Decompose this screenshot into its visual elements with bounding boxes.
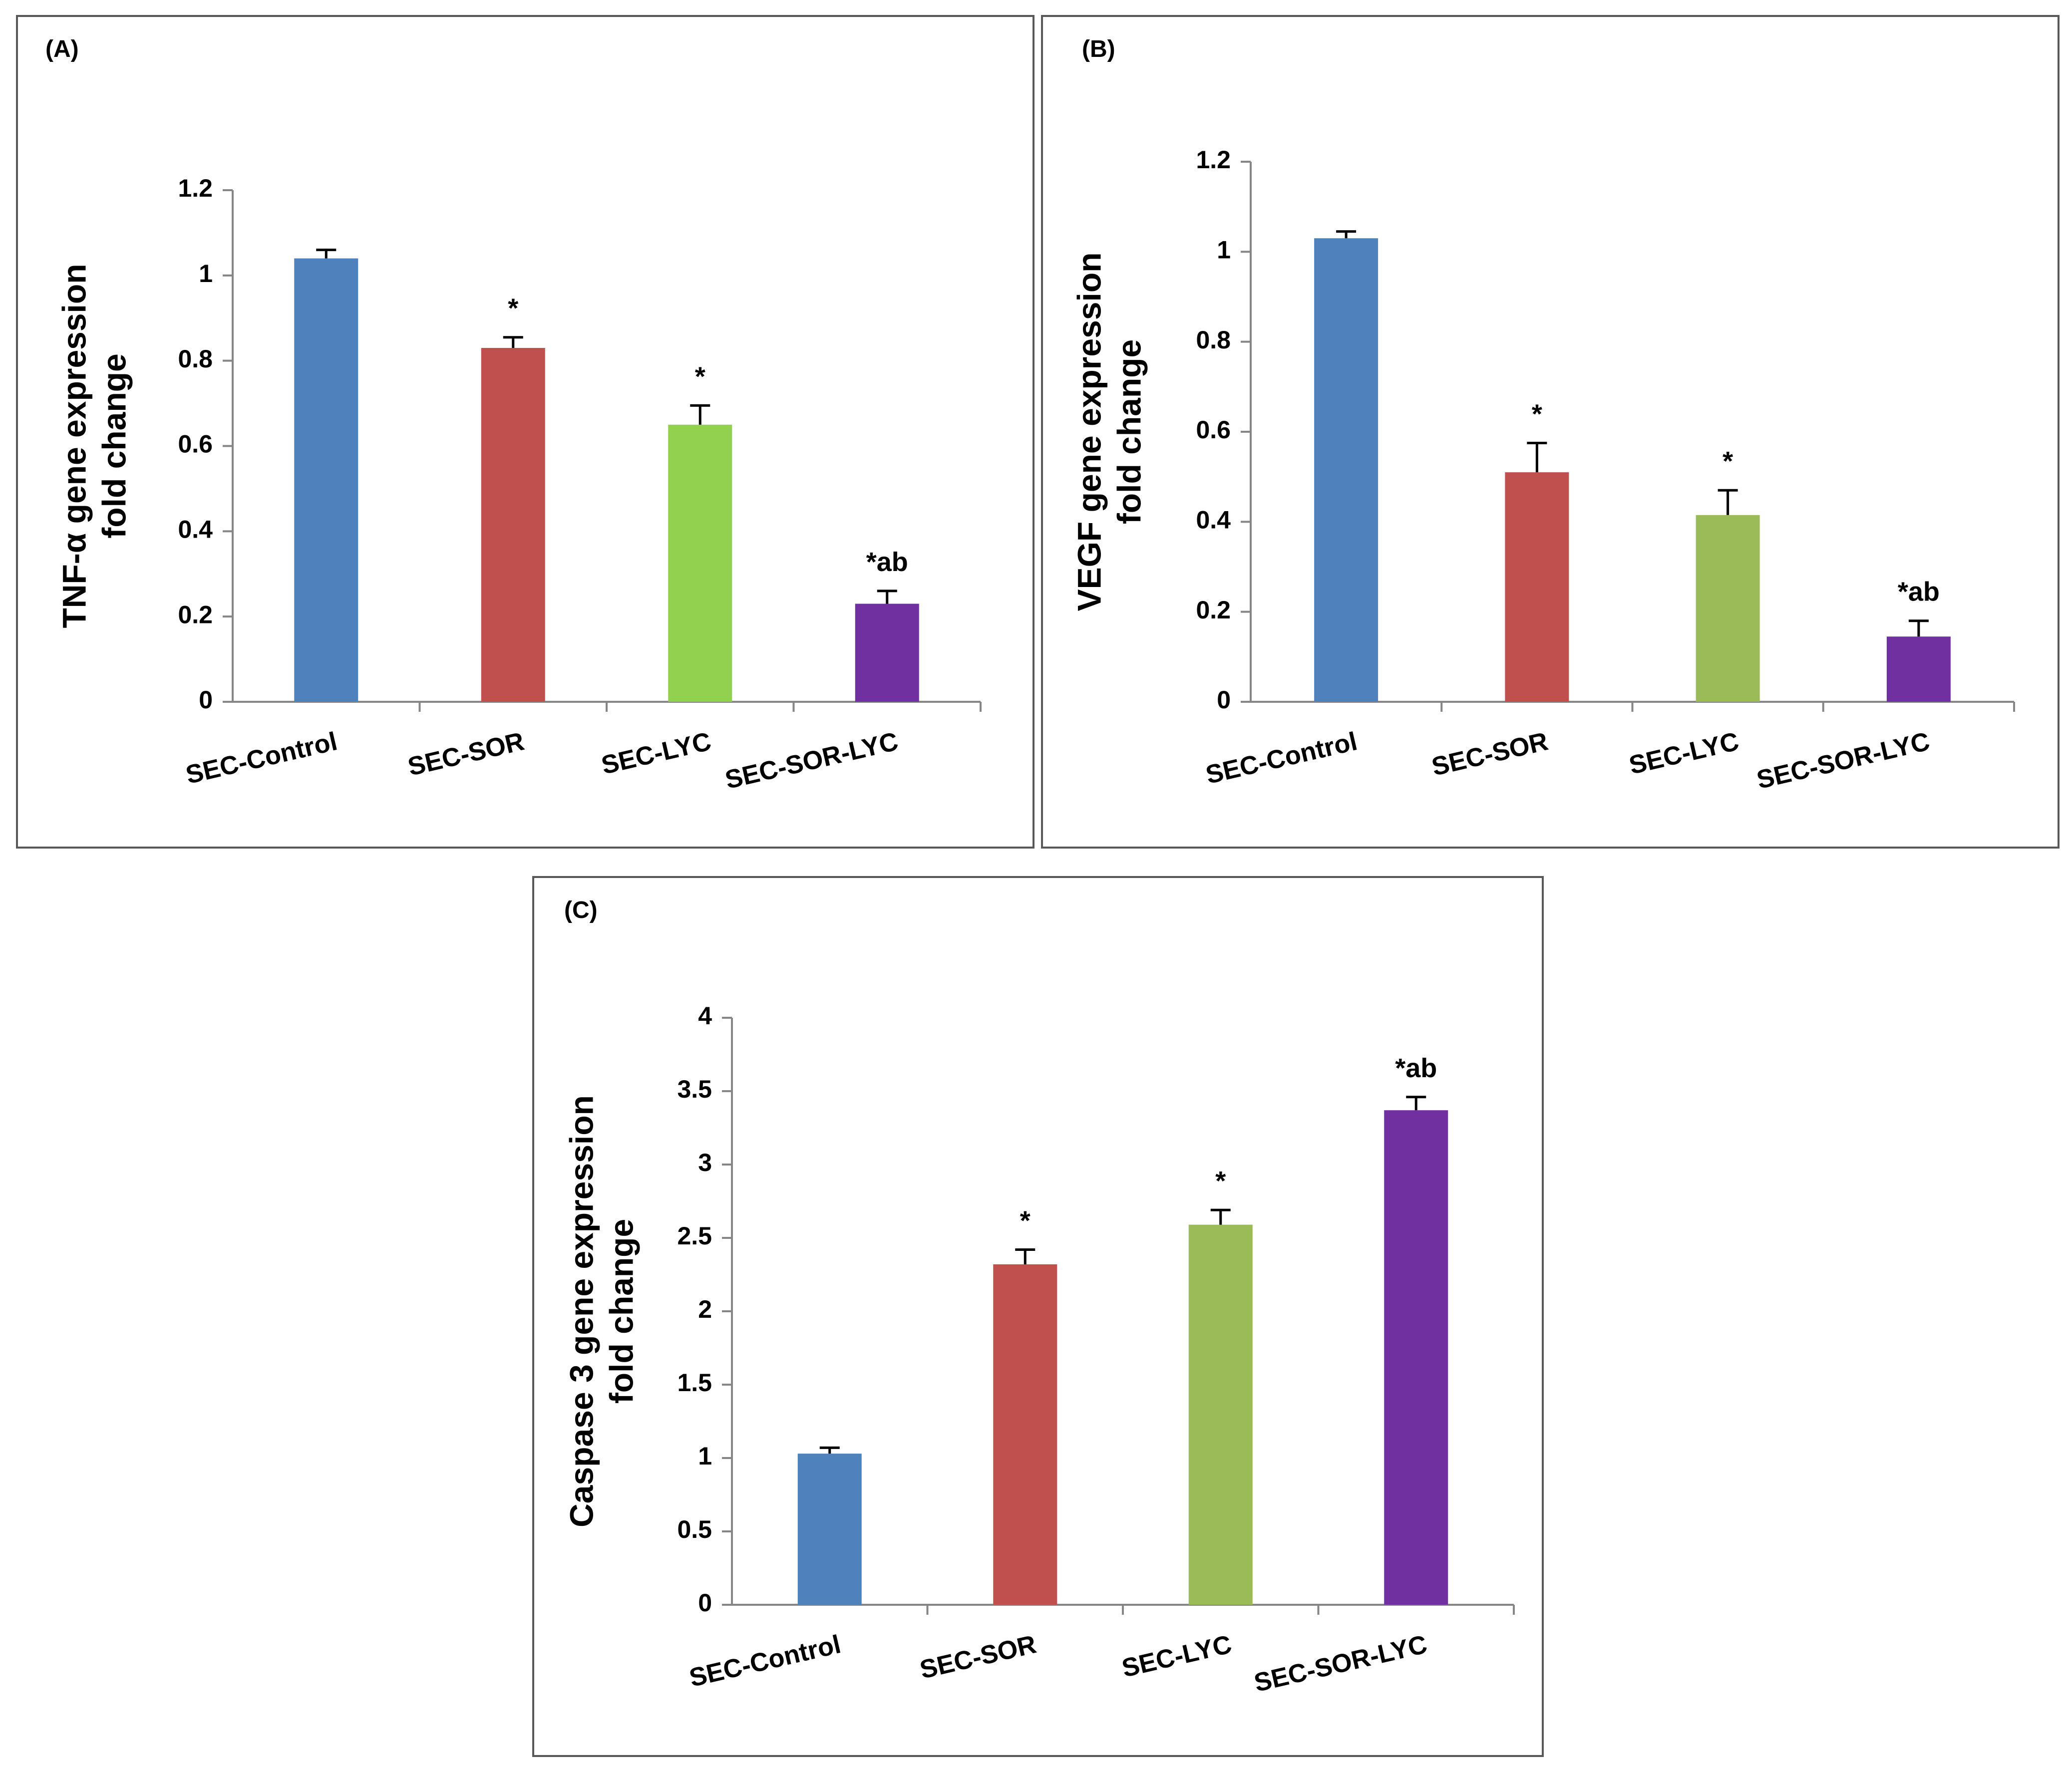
y-tick-label: 1 bbox=[698, 1442, 712, 1470]
chart-a: (A) TNF-α gene expression fold change 0 0.2 0… bbox=[45, 36, 982, 795]
bar bbox=[1384, 1110, 1448, 1605]
y-tick-label: 0.2 bbox=[1196, 596, 1231, 624]
y-tick-label: 2 bbox=[698, 1295, 712, 1323]
y-axis-label: VEGF gene expression bbox=[1070, 253, 1107, 611]
significance-annotation: * bbox=[1215, 1166, 1226, 1196]
x-category-label: SEC-LYC bbox=[1627, 727, 1742, 780]
significance-annotation: *ab bbox=[866, 547, 908, 577]
significance-annotation: * bbox=[1532, 399, 1542, 429]
y-tick-label: 0.6 bbox=[178, 430, 213, 458]
y-tick-label: 2.5 bbox=[677, 1222, 712, 1250]
y-tick-label: 1 bbox=[1217, 236, 1231, 264]
chart-panel-a: (A) TNF-α gene expression fold change 0 0.2 0… bbox=[16, 15, 1035, 849]
y-axis-label: Caspase 3 gene expression bbox=[563, 1095, 600, 1527]
x-category-label: SEC-LYC bbox=[599, 727, 714, 780]
y-axis-label: fold change bbox=[603, 1219, 640, 1404]
x-category-label: SEC-Control bbox=[183, 727, 340, 790]
y-axis-label: fold change bbox=[1110, 339, 1147, 524]
bar bbox=[1188, 1224, 1253, 1605]
panel-label: (C) bbox=[564, 897, 598, 923]
bar bbox=[294, 258, 358, 702]
bar bbox=[855, 603, 919, 702]
x-category-label: SEC-SOR bbox=[917, 1630, 1039, 1685]
x-category-label: SEC-Control bbox=[687, 1630, 843, 1693]
chart-panel-b: (B) VEGF gene expression fold change 0 0.2 0.… bbox=[1041, 15, 2060, 849]
significance-annotation: * bbox=[695, 361, 705, 391]
y-tick-label: 0.6 bbox=[1196, 416, 1231, 444]
y-tick-label: 0.5 bbox=[677, 1515, 712, 1543]
bar bbox=[993, 1264, 1057, 1605]
significance-annotation: *ab bbox=[1898, 577, 1940, 607]
y-axis-label: fold change bbox=[95, 353, 132, 538]
significance-annotation: * bbox=[508, 294, 518, 323]
x-category-label: SEC-LYC bbox=[1119, 1630, 1235, 1683]
y-tick-label: 1.2 bbox=[1196, 146, 1231, 174]
bar bbox=[1886, 636, 1951, 702]
y-tick-label: 1.5 bbox=[677, 1369, 712, 1397]
bar bbox=[481, 348, 545, 702]
significance-annotation: *ab bbox=[1395, 1053, 1437, 1083]
bar bbox=[1505, 472, 1569, 702]
x-category-label: SEC-SOR bbox=[1429, 727, 1551, 782]
x-category-label: SEC-Control bbox=[1203, 727, 1360, 790]
significance-annotation: * bbox=[1020, 1206, 1031, 1236]
bar bbox=[668, 424, 732, 702]
y-tick-label: 3.5 bbox=[677, 1075, 712, 1103]
y-tick-label: 1 bbox=[199, 260, 213, 288]
y-tick-label: 0.8 bbox=[1196, 326, 1231, 354]
y-tick-label: 0 bbox=[199, 686, 213, 714]
y-tick-label: 0.8 bbox=[178, 345, 213, 373]
panel-label: (B) bbox=[1082, 36, 1115, 62]
x-category-label: SEC-SOR-LYC bbox=[722, 727, 901, 795]
y-tick-label: 0 bbox=[1217, 686, 1231, 714]
significance-annotation: * bbox=[1723, 446, 1733, 476]
panel-label: (A) bbox=[45, 36, 79, 62]
y-tick-label: 0.4 bbox=[178, 516, 213, 544]
y-tick-label: 0 bbox=[698, 1589, 712, 1617]
y-axis-label: TNF-α gene expression bbox=[55, 264, 92, 628]
chart-b: (B) VEGF gene expression fold change 0 0.2 0.… bbox=[1070, 36, 2015, 795]
y-tick-label: 1.2 bbox=[178, 174, 213, 202]
x-category-label: SEC-SOR-LYC bbox=[1251, 1630, 1429, 1698]
bar bbox=[1696, 515, 1760, 702]
bar bbox=[1314, 238, 1379, 702]
y-tick-label: 3 bbox=[698, 1149, 712, 1177]
y-tick-label: 0.2 bbox=[178, 600, 213, 628]
chart-c: (C) Caspase 3 gene expression fold change 0… bbox=[563, 897, 1515, 1698]
x-category-label: SEC-SOR bbox=[405, 727, 527, 782]
x-category-label: SEC-SOR-LYC bbox=[1754, 727, 1932, 795]
chart-panel-c: (C) Caspase 3 gene expression fold change 0… bbox=[532, 876, 1544, 1757]
y-tick-label: 0.4 bbox=[1196, 506, 1231, 534]
bar bbox=[797, 1454, 862, 1605]
y-tick-label: 4 bbox=[698, 1002, 712, 1030]
